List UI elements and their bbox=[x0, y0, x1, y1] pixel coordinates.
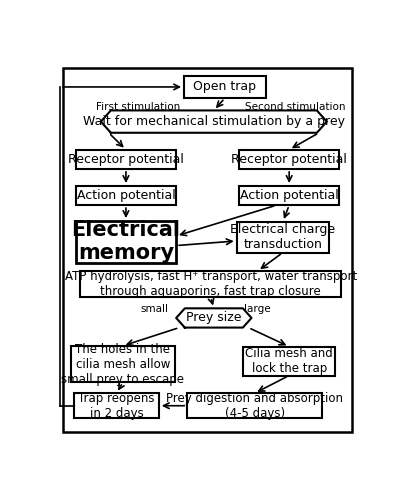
Text: Receptor potential: Receptor potential bbox=[68, 153, 184, 166]
Text: Wait for mechanical stimulation by a prey: Wait for mechanical stimulation by a pre… bbox=[83, 115, 345, 128]
Text: Electrical
memory: Electrical memory bbox=[71, 220, 181, 264]
FancyBboxPatch shape bbox=[187, 393, 322, 418]
FancyBboxPatch shape bbox=[76, 150, 176, 169]
Polygon shape bbox=[176, 308, 252, 328]
FancyBboxPatch shape bbox=[76, 221, 176, 262]
FancyBboxPatch shape bbox=[239, 150, 339, 169]
FancyBboxPatch shape bbox=[74, 393, 159, 418]
Text: Electrical charge
transduction: Electrical charge transduction bbox=[230, 223, 335, 251]
Text: First stimulation: First stimulation bbox=[96, 102, 180, 112]
Text: Second stimulation: Second stimulation bbox=[245, 102, 346, 112]
Text: Prey size: Prey size bbox=[186, 312, 242, 324]
FancyBboxPatch shape bbox=[243, 346, 335, 376]
Text: Trap reopens
in 2 days: Trap reopens in 2 days bbox=[78, 392, 155, 419]
Text: small: small bbox=[140, 304, 168, 314]
Polygon shape bbox=[101, 110, 327, 133]
FancyBboxPatch shape bbox=[81, 271, 341, 297]
Text: Action potential: Action potential bbox=[240, 189, 339, 202]
Text: Prey digestion and absorption
(4-5 days): Prey digestion and absorption (4-5 days) bbox=[166, 392, 343, 419]
Text: Action potential: Action potential bbox=[77, 189, 175, 202]
Text: large: large bbox=[245, 304, 271, 314]
Text: Open trap: Open trap bbox=[193, 80, 256, 94]
Text: ATP hydrolysis, fast H⁺ transport, water transport
through aquaporins, fast trap: ATP hydrolysis, fast H⁺ transport, water… bbox=[64, 270, 357, 298]
FancyBboxPatch shape bbox=[239, 186, 339, 205]
Text: Receptor potential: Receptor potential bbox=[231, 153, 347, 166]
FancyBboxPatch shape bbox=[237, 222, 329, 252]
FancyBboxPatch shape bbox=[184, 76, 266, 98]
FancyBboxPatch shape bbox=[71, 346, 175, 383]
FancyBboxPatch shape bbox=[76, 186, 176, 205]
Text: Cilia mesh and
lock the trap: Cilia mesh and lock the trap bbox=[245, 347, 333, 375]
Text: The holes in the
cilia mesh allow
small prey to escape: The holes in the cilia mesh allow small … bbox=[61, 342, 184, 386]
